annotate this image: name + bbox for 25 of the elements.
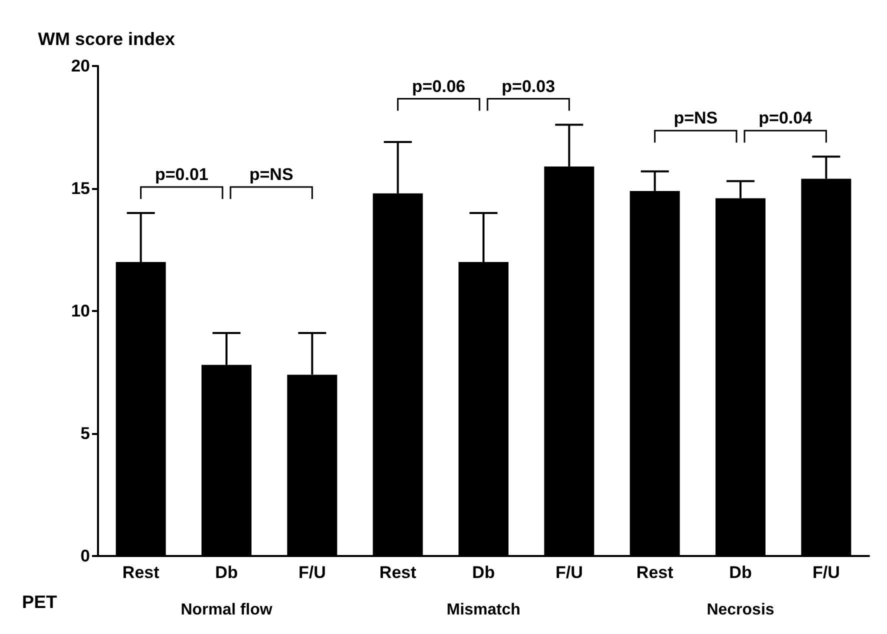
y-axis-title: WM score index bbox=[38, 29, 176, 49]
annotation: p=0.06 bbox=[412, 76, 466, 96]
text: Mismatch bbox=[446, 602, 520, 618]
x-tick-label: Rest bbox=[636, 563, 674, 582]
text: Necrosis bbox=[706, 602, 774, 618]
annotation: p=0.03 bbox=[502, 76, 556, 96]
text: Normal flow bbox=[180, 602, 273, 618]
x-tick-label: Db bbox=[215, 563, 238, 582]
x-tick-label: F/U bbox=[812, 563, 840, 582]
y-tick-label: 5 bbox=[80, 424, 90, 443]
annotation: p=0.04 bbox=[758, 108, 813, 128]
annotation: p=NS bbox=[674, 108, 718, 128]
x-tick-label: Db bbox=[729, 563, 752, 582]
y-tick-label: 15 bbox=[71, 179, 90, 198]
annotation: p=NS bbox=[249, 165, 294, 184]
x-tick-label: F/U bbox=[298, 563, 326, 582]
x-tick-label: F/U bbox=[555, 563, 583, 582]
y-tick-label: 10 bbox=[71, 302, 90, 320]
x-tick-label: Rest bbox=[122, 563, 160, 582]
y-tick-label: 0 bbox=[80, 546, 90, 566]
annotation: p=0.01 bbox=[154, 165, 208, 184]
x-tick-label: Db bbox=[472, 563, 495, 582]
x-tick-label: Rest bbox=[379, 563, 417, 582]
y-tick-label: 20 bbox=[71, 56, 90, 76]
text: PET bbox=[22, 592, 58, 612]
